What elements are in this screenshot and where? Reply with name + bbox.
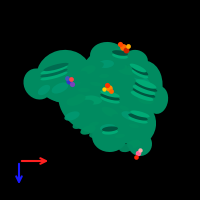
- Ellipse shape: [100, 93, 120, 101]
- Ellipse shape: [131, 105, 149, 115]
- Point: [109, 89, 113, 93]
- Point: [121, 45, 125, 49]
- Ellipse shape: [35, 75, 45, 85]
- Point: [124, 48, 128, 52]
- Ellipse shape: [88, 62, 104, 70]
- Point: [102, 87, 106, 91]
- Ellipse shape: [115, 134, 125, 138]
- Ellipse shape: [100, 96, 120, 104]
- Ellipse shape: [107, 62, 125, 70]
- Ellipse shape: [135, 82, 157, 92]
- Ellipse shape: [74, 100, 94, 108]
- Ellipse shape: [130, 110, 150, 118]
- Ellipse shape: [128, 113, 148, 121]
- Ellipse shape: [38, 85, 50, 95]
- Ellipse shape: [45, 75, 59, 85]
- Ellipse shape: [73, 119, 87, 129]
- Ellipse shape: [90, 42, 126, 70]
- Ellipse shape: [113, 48, 127, 56]
- Ellipse shape: [62, 90, 78, 98]
- Ellipse shape: [64, 111, 80, 121]
- Ellipse shape: [121, 52, 135, 60]
- Ellipse shape: [102, 107, 118, 117]
- Ellipse shape: [136, 79, 156, 89]
- Ellipse shape: [130, 64, 146, 72]
- Ellipse shape: [102, 129, 118, 135]
- Point: [138, 148, 142, 152]
- Ellipse shape: [100, 124, 116, 132]
- Ellipse shape: [133, 85, 155, 95]
- Ellipse shape: [112, 114, 128, 126]
- Ellipse shape: [73, 71, 87, 81]
- Ellipse shape: [102, 126, 118, 132]
- Point: [126, 44, 130, 48]
- Ellipse shape: [90, 82, 102, 86]
- Ellipse shape: [119, 105, 129, 111]
- Ellipse shape: [100, 90, 120, 98]
- Ellipse shape: [89, 122, 99, 126]
- Ellipse shape: [52, 82, 68, 94]
- Ellipse shape: [48, 78, 76, 102]
- Point: [67, 79, 71, 83]
- Ellipse shape: [72, 102, 104, 130]
- Ellipse shape: [43, 63, 69, 71]
- Ellipse shape: [112, 53, 128, 59]
- Point: [70, 82, 74, 86]
- Ellipse shape: [36, 50, 92, 102]
- Ellipse shape: [137, 85, 155, 95]
- Ellipse shape: [132, 70, 148, 78]
- Ellipse shape: [92, 92, 108, 100]
- Ellipse shape: [133, 132, 147, 140]
- Ellipse shape: [124, 50, 148, 70]
- Point: [69, 77, 73, 81]
- Ellipse shape: [129, 124, 139, 128]
- Ellipse shape: [80, 125, 96, 135]
- Ellipse shape: [40, 66, 68, 74]
- Ellipse shape: [99, 74, 109, 78]
- Ellipse shape: [117, 60, 163, 120]
- Ellipse shape: [80, 65, 96, 75]
- Ellipse shape: [58, 58, 142, 134]
- Ellipse shape: [134, 74, 150, 86]
- Ellipse shape: [40, 69, 68, 77]
- Ellipse shape: [121, 111, 139, 121]
- Ellipse shape: [23, 68, 53, 100]
- Ellipse shape: [116, 102, 156, 146]
- Ellipse shape: [132, 67, 148, 75]
- Ellipse shape: [130, 64, 158, 88]
- Point: [65, 76, 69, 80]
- Ellipse shape: [119, 144, 133, 152]
- Ellipse shape: [127, 140, 141, 148]
- Ellipse shape: [133, 88, 155, 98]
- Point: [136, 151, 140, 155]
- Point: [118, 42, 122, 46]
- Ellipse shape: [128, 132, 152, 156]
- Ellipse shape: [78, 88, 90, 92]
- Ellipse shape: [138, 96, 154, 104]
- Ellipse shape: [92, 120, 128, 152]
- Ellipse shape: [131, 91, 153, 101]
- Ellipse shape: [148, 86, 168, 114]
- Ellipse shape: [89, 130, 107, 138]
- Ellipse shape: [128, 69, 144, 79]
- Point: [134, 155, 138, 159]
- Ellipse shape: [112, 50, 128, 56]
- Ellipse shape: [98, 60, 114, 68]
- Ellipse shape: [71, 81, 81, 87]
- Point: [105, 83, 109, 87]
- Ellipse shape: [66, 94, 86, 106]
- Ellipse shape: [128, 116, 148, 124]
- Ellipse shape: [82, 95, 102, 105]
- Ellipse shape: [84, 50, 128, 90]
- Ellipse shape: [117, 65, 135, 75]
- Point: [107, 86, 111, 90]
- Ellipse shape: [40, 72, 68, 80]
